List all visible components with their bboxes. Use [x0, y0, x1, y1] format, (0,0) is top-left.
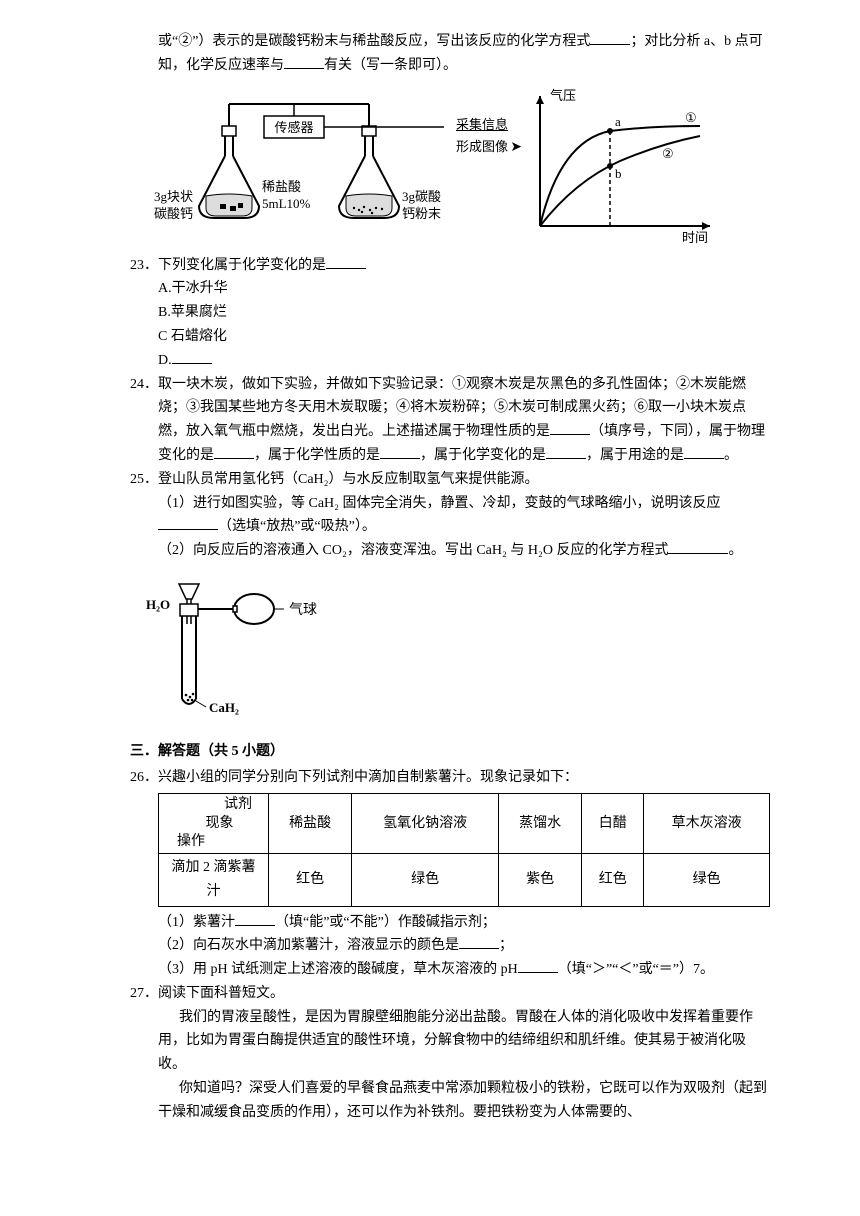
table-row: 试剂 现象 操作 稀盐酸 氢氧化钠溶液 蒸馏水 白醋 草木灰溶液: [159, 794, 770, 854]
table-row: 滴加 2 滴紫薯汁 红色 绿色 紫色 红色 绿色: [159, 853, 770, 906]
q25-tube-svg: H₂O 气球 CaH₂: [144, 569, 344, 719]
col-water: 蒸馏水: [499, 794, 582, 854]
q23-answer-blank[interactable]: [326, 255, 366, 269]
arrow-text-2: 形成图像: [456, 136, 508, 158]
sensor-label: 传感器: [274, 120, 313, 135]
r2c2: 绿色: [352, 853, 499, 906]
left-flask-label-2: 碳酸钙: [154, 206, 193, 221]
q24-blank-2[interactable]: [214, 445, 254, 459]
q22-figure-row: 传感器 3g块状 碳酸钙 稀盐酸 5mL10%: [144, 86, 770, 246]
q26-blank-1[interactable]: [235, 912, 275, 926]
q23-option-c[interactable]: C 石蜡熔化: [158, 325, 770, 349]
q24-num: 24．: [130, 373, 158, 468]
q22-text-3: 有关（写一条即可）。: [324, 58, 457, 73]
q24-stem: 取一块木炭，做如下实验，并做如下实验记录：①观察木炭是灰黑色的多孔性固体；②木炭…: [158, 373, 770, 468]
q26-blank-3[interactable]: [518, 959, 558, 973]
pressure-graph-svg: 气压 时间 a b ① ②: [520, 86, 720, 246]
cah2-label: CaH₂: [209, 700, 239, 715]
q26-table: 试剂 现象 操作 稀盐酸 氢氧化钠溶液 蒸馏水 白醋 草木灰溶液 滴加 2 滴紫…: [158, 793, 770, 906]
table-header-cell: 试剂 现象 操作: [159, 794, 269, 854]
section-3-title: 三．解答题（共 5 小题）: [130, 740, 770, 764]
row2-hdr: 滴加 2 滴紫薯汁: [159, 853, 269, 906]
r2c1: 红色: [269, 853, 352, 906]
q24-blank-5[interactable]: [684, 445, 724, 459]
q23-num: 23．: [130, 254, 158, 278]
x-axis-label: 时间: [682, 230, 708, 245]
q23-d-blank[interactable]: [172, 350, 212, 364]
q22-text-1: 或“②”）表示的是碳酸钙粉末与稀盐酸反应，写出该反应的化学方程式: [158, 34, 590, 49]
q25-p2: （2）向反应后的溶液通入 CO₂，溶液变浑浊。写出 CaH₂ 与 H₂O 反应的…: [130, 539, 770, 563]
q26-p3: （3）用 pH 试纸测定上述溶液的酸碱度，草木灰溶液的 pH（填“＞”“＜”或“…: [130, 958, 770, 982]
q23-option-a[interactable]: A.干冰升华: [158, 277, 770, 301]
q25-stem: 登山队员常用氢化钙（CaH₂）与水反应制取氢气来提供能源。: [158, 468, 770, 492]
arrow-label: 采集信息 形成图像 ➤: [456, 114, 508, 158]
right-flask-label-2: 钙粉末: [402, 206, 441, 221]
y-axis-label: 气压: [550, 88, 576, 103]
mid-flask-label-2: 5mL10%: [262, 196, 311, 211]
r2c5: 绿色: [644, 853, 770, 906]
q23-option-b[interactable]: B.苹果腐烂: [158, 301, 770, 325]
q27-para-2: 你知道吗？深受人们喜爱的早餐食品燕麦中常添加颗粒极小的铁粉，它既可以作为双吸剂（…: [130, 1077, 770, 1125]
col-naoh: 氢氧化钠溶液: [352, 794, 499, 854]
right-flask-label-1: 3g碳酸: [402, 189, 441, 204]
q23: 23． 下列变化属于化学变化的是: [130, 254, 770, 278]
q24-blank-4[interactable]: [546, 445, 586, 459]
q27-num: 27．: [130, 982, 158, 1006]
col-vinegar: 白醋: [582, 794, 644, 854]
q23-options: A.干冰升华 B.苹果腐烂 C 石蜡熔化 D.: [130, 277, 770, 372]
blank-factor[interactable]: [284, 55, 324, 69]
q26-stem: 兴趣小组的同学分别向下列试剂中滴加自制紫薯汁。现象记录如下：: [158, 766, 770, 790]
q25-blank-2[interactable]: [668, 540, 728, 554]
flask-apparatus-svg: 传感器 3g块状 碳酸钙 稀盐酸 5mL10%: [144, 86, 444, 246]
q26: 26． 兴趣小组的同学分别向下列试剂中滴加自制紫薯汁。现象记录如下：: [130, 766, 770, 790]
r2c3: 紫色: [499, 853, 582, 906]
q25-blank-1[interactable]: [158, 516, 218, 530]
q27: 27． 阅读下面科普短文。: [130, 982, 770, 1006]
q26-blank-2[interactable]: [459, 935, 499, 949]
q23-option-d[interactable]: D.: [158, 349, 770, 373]
q26-num: 26．: [130, 766, 158, 790]
q23-stem: 下列变化属于化学变化的是: [158, 254, 770, 278]
mid-flask-label-1: 稀盐酸: [262, 179, 301, 194]
graph-point-b: b: [615, 166, 622, 181]
h2o-label: H₂O: [146, 597, 170, 612]
graph-point-a: a: [615, 114, 621, 129]
blank-equation[interactable]: [590, 31, 630, 45]
left-flask-label-1: 3g块状: [154, 189, 193, 204]
arrow-text-1: 采集信息: [456, 114, 508, 136]
q25: 25． 登山队员常用氢化钙（CaH₂）与水反应制取氢气来提供能源。: [130, 468, 770, 492]
q27-para-1: 我们的胃液呈酸性，是因为胃腺壁细胞能分泌出盐酸。胃酸在人体的消化吸收中发挥着重要…: [130, 1006, 770, 1077]
q27-stem: 阅读下面科普短文。: [158, 982, 770, 1006]
q25-p1: （1）进行如图实验，等 CaH₂ 固体完全消失，静置、冷却，变鼓的气球略缩小，说…: [130, 492, 770, 540]
balloon-label: 气球: [289, 602, 317, 618]
q25-num: 25．: [130, 468, 158, 492]
graph-curve-2-label: ②: [662, 146, 674, 161]
q24: 24． 取一块木炭，做如下实验，并做如下实验记录：①观察木炭是灰黑色的多孔性固体…: [130, 373, 770, 468]
q24-blank-3[interactable]: [380, 445, 420, 459]
col-hcl: 稀盐酸: [269, 794, 352, 854]
q24-blank-1[interactable]: [550, 421, 590, 435]
q26-p1: （1）紫薯汁（填“能”或“不能”）作酸碱指示剂；: [130, 911, 770, 935]
q22-continuation: 或“②”）表示的是碳酸钙粉末与稀盐酸反应，写出该反应的化学方程式；对比分析 a、…: [130, 30, 770, 78]
graph-curve-1-label: ①: [685, 110, 697, 125]
q26-p2: （2）向石灰水中滴加紫薯汁，溶液显示的颜色是；: [130, 934, 770, 958]
r2c4: 红色: [582, 853, 644, 906]
col-ash: 草木灰溶液: [644, 794, 770, 854]
